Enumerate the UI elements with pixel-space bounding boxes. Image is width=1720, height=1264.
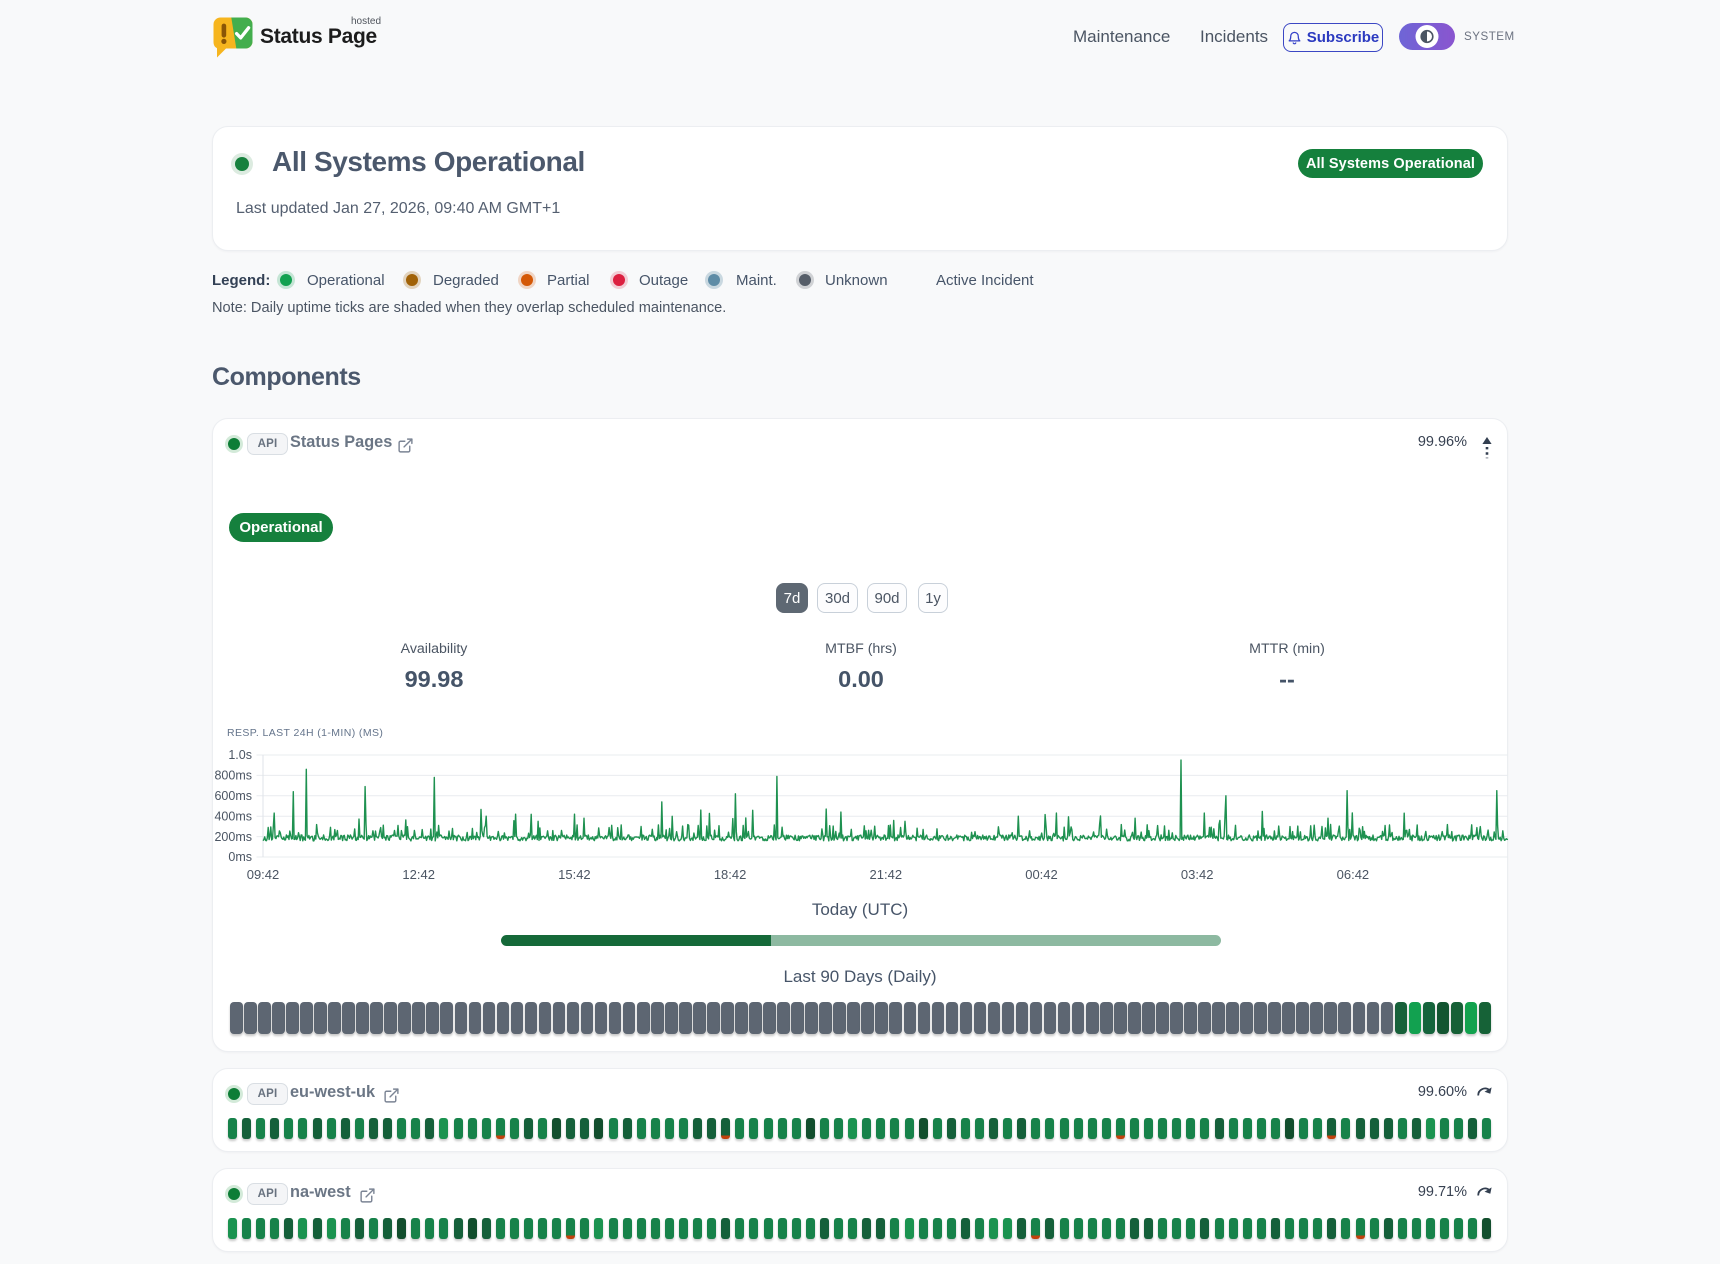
svg-text:03:42: 03:42	[1181, 867, 1214, 882]
svg-text:1.0s: 1.0s	[228, 748, 252, 762]
svg-text:400ms: 400ms	[214, 809, 252, 823]
svg-text:21:42: 21:42	[870, 867, 903, 882]
svg-text:15:42: 15:42	[558, 867, 591, 882]
svg-text:600ms: 600ms	[214, 789, 252, 803]
svg-text:09:42: 09:42	[247, 867, 280, 882]
svg-text:06:42: 06:42	[1337, 867, 1370, 882]
svg-text:800ms: 800ms	[214, 769, 252, 783]
svg-text:00:42: 00:42	[1025, 867, 1058, 882]
svg-text:18:42: 18:42	[714, 867, 747, 882]
svg-text:200ms: 200ms	[214, 830, 252, 844]
svg-text:12:42: 12:42	[402, 867, 435, 882]
svg-text:0ms: 0ms	[228, 850, 252, 864]
